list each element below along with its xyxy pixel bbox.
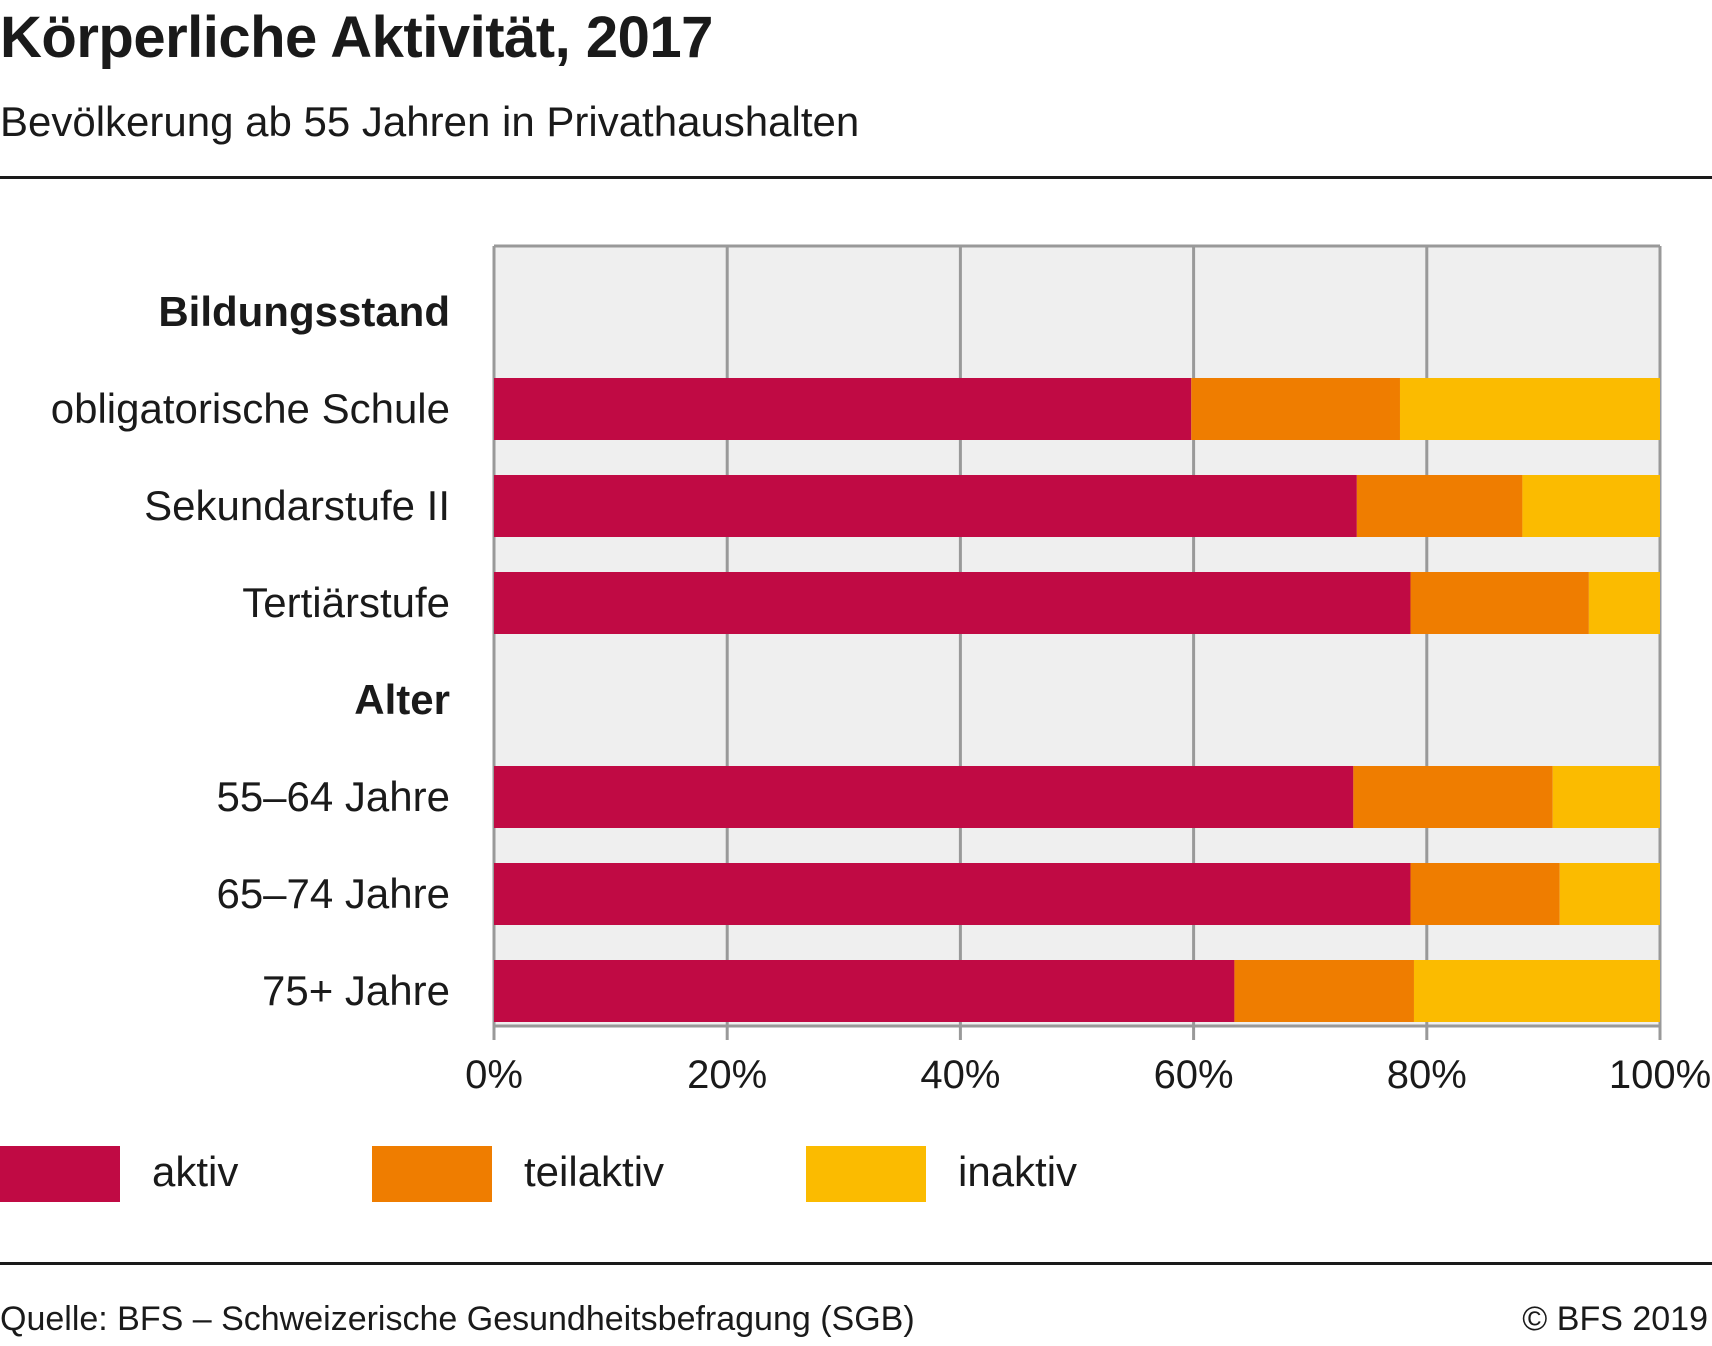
bar-segment-aktiv [494, 475, 1357, 537]
bar-segment-inaktiv [1522, 475, 1660, 537]
x-tick-label: 80% [1387, 1053, 1467, 1097]
bar-segment-inaktiv [1399, 378, 1660, 440]
x-tick-label: 40% [920, 1053, 1000, 1097]
bar-segment-aktiv [494, 766, 1354, 828]
legend-swatch-inaktiv [806, 1146, 926, 1202]
bar-segment-aktiv [494, 960, 1235, 1022]
bar-segment-teilaktiv [1234, 960, 1414, 1022]
group-header-label: Alter [354, 676, 450, 723]
copyright-note: © BFS 2019 [1522, 1300, 1708, 1338]
legend-label-inaktiv: inaktiv [958, 1148, 1078, 1195]
legend-label-aktiv: aktiv [152, 1148, 239, 1195]
stacked-bar-chart: 0% 20% 40% 60% 80% 100% Bildungsstand obligator… [51, 244, 1711, 1097]
category-label: 55–64 Jahre [216, 773, 450, 820]
bar-segment-teilaktiv [1353, 766, 1553, 828]
category-label: obligatorische Schule [51, 385, 450, 432]
bar-segment-aktiv [494, 378, 1192, 440]
x-tick-label: 100% [1609, 1053, 1711, 1097]
x-tick-label: 20% [687, 1053, 767, 1097]
legend-swatch-teilaktiv [372, 1146, 492, 1202]
bar-segment-teilaktiv [1410, 572, 1589, 634]
bar-segment-teilaktiv [1191, 378, 1400, 440]
bar-segment-inaktiv [1559, 863, 1660, 925]
chart-subtitle: Bevölkerung ab 55 Jahren in Privathausha… [0, 98, 860, 145]
bar-segment-teilaktiv [1356, 475, 1523, 537]
category-label: 65–74 Jahre [216, 870, 450, 917]
bar-segment-aktiv [494, 863, 1411, 925]
x-tick-label: 0% [465, 1053, 523, 1097]
source-note: Quelle: BFS – Schweizerische Gesundheits… [0, 1300, 915, 1338]
bar-segment-inaktiv [1413, 960, 1660, 1022]
bar-segment-teilaktiv [1410, 863, 1560, 925]
group-header-label: Bildungsstand [158, 288, 450, 335]
top-divider [0, 176, 1712, 179]
chart-title: Körperliche Aktivität, 2017 [0, 5, 713, 70]
bar-segment-aktiv [494, 572, 1411, 634]
legend: aktiv teilaktiv inaktiv [0, 1146, 1712, 1202]
bar-segment-inaktiv [1552, 766, 1660, 828]
category-label: Tertiärstufe [242, 579, 450, 626]
bar-segment-inaktiv [1588, 572, 1660, 634]
category-label: 75+ Jahre [262, 967, 450, 1014]
category-label: Sekundarstufe II [144, 482, 450, 529]
x-tick-label: 60% [1154, 1053, 1234, 1097]
legend-swatch-aktiv [0, 1146, 120, 1202]
bottom-divider [0, 1262, 1712, 1265]
legend-label-teilaktiv: teilaktiv [524, 1148, 665, 1195]
